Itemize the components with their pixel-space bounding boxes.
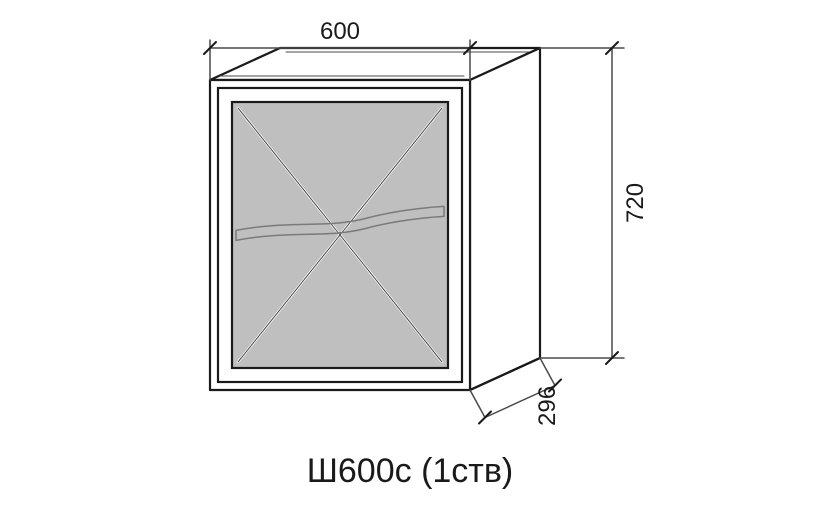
dimension-height-label: 720 — [622, 173, 650, 233]
model-caption: Ш600с (1ств) — [0, 452, 820, 491]
diagram-stage: 600 720 296 Ш600с (1ств) — [0, 0, 820, 514]
dimension-width-label: 600 — [310, 18, 370, 46]
dimension-depth-label: 296 — [534, 376, 562, 436]
cabinet-drawing — [0, 0, 820, 514]
